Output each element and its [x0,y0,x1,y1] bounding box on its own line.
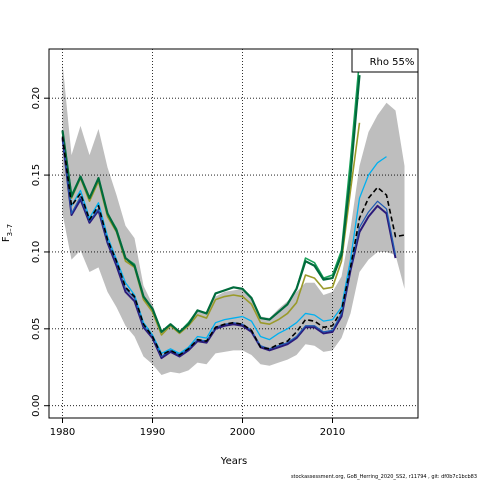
x-tick-label-1990: 1990 [140,427,165,438]
y-tick-label-0.20: 0.20 [31,87,42,109]
series-line-5 [61,138,397,360]
y-axis-title-main: F [1,236,12,242]
legend-label: Rho 55% [370,57,415,68]
x-tick-label-1980: 1980 [50,427,75,438]
y-tick-label-0.00: 0.00 [31,395,42,417]
footer-note: stockassessment.org, GoB_Herring_2020_SS… [291,474,477,480]
plot-frame [48,48,419,419]
legend-box: Rho 55% [351,48,419,73]
axis-layer: 1980 1990 2000 2010 0.00 0.05 0.10 0.15 0.20 [31,87,345,438]
series-line-4 [61,75,361,333]
y-tick-label-0.15: 0.15 [31,164,42,186]
series-line-7 [61,136,405,356]
confidence-band-layer [62,62,405,375]
y-tick-label-0.05: 0.05 [31,318,42,340]
y-tick-label-0.10: 0.10 [31,241,42,263]
series-layer [61,59,405,360]
x-tick-label-2000: 2000 [230,427,255,438]
y-axis-title: F3–7 [1,224,14,242]
y-axis-title-subscript: 3–7 [6,224,14,236]
x-axis-title: Years [220,456,247,467]
confidence-band [62,62,405,375]
x-tick-label-2010: 2010 [320,427,345,438]
